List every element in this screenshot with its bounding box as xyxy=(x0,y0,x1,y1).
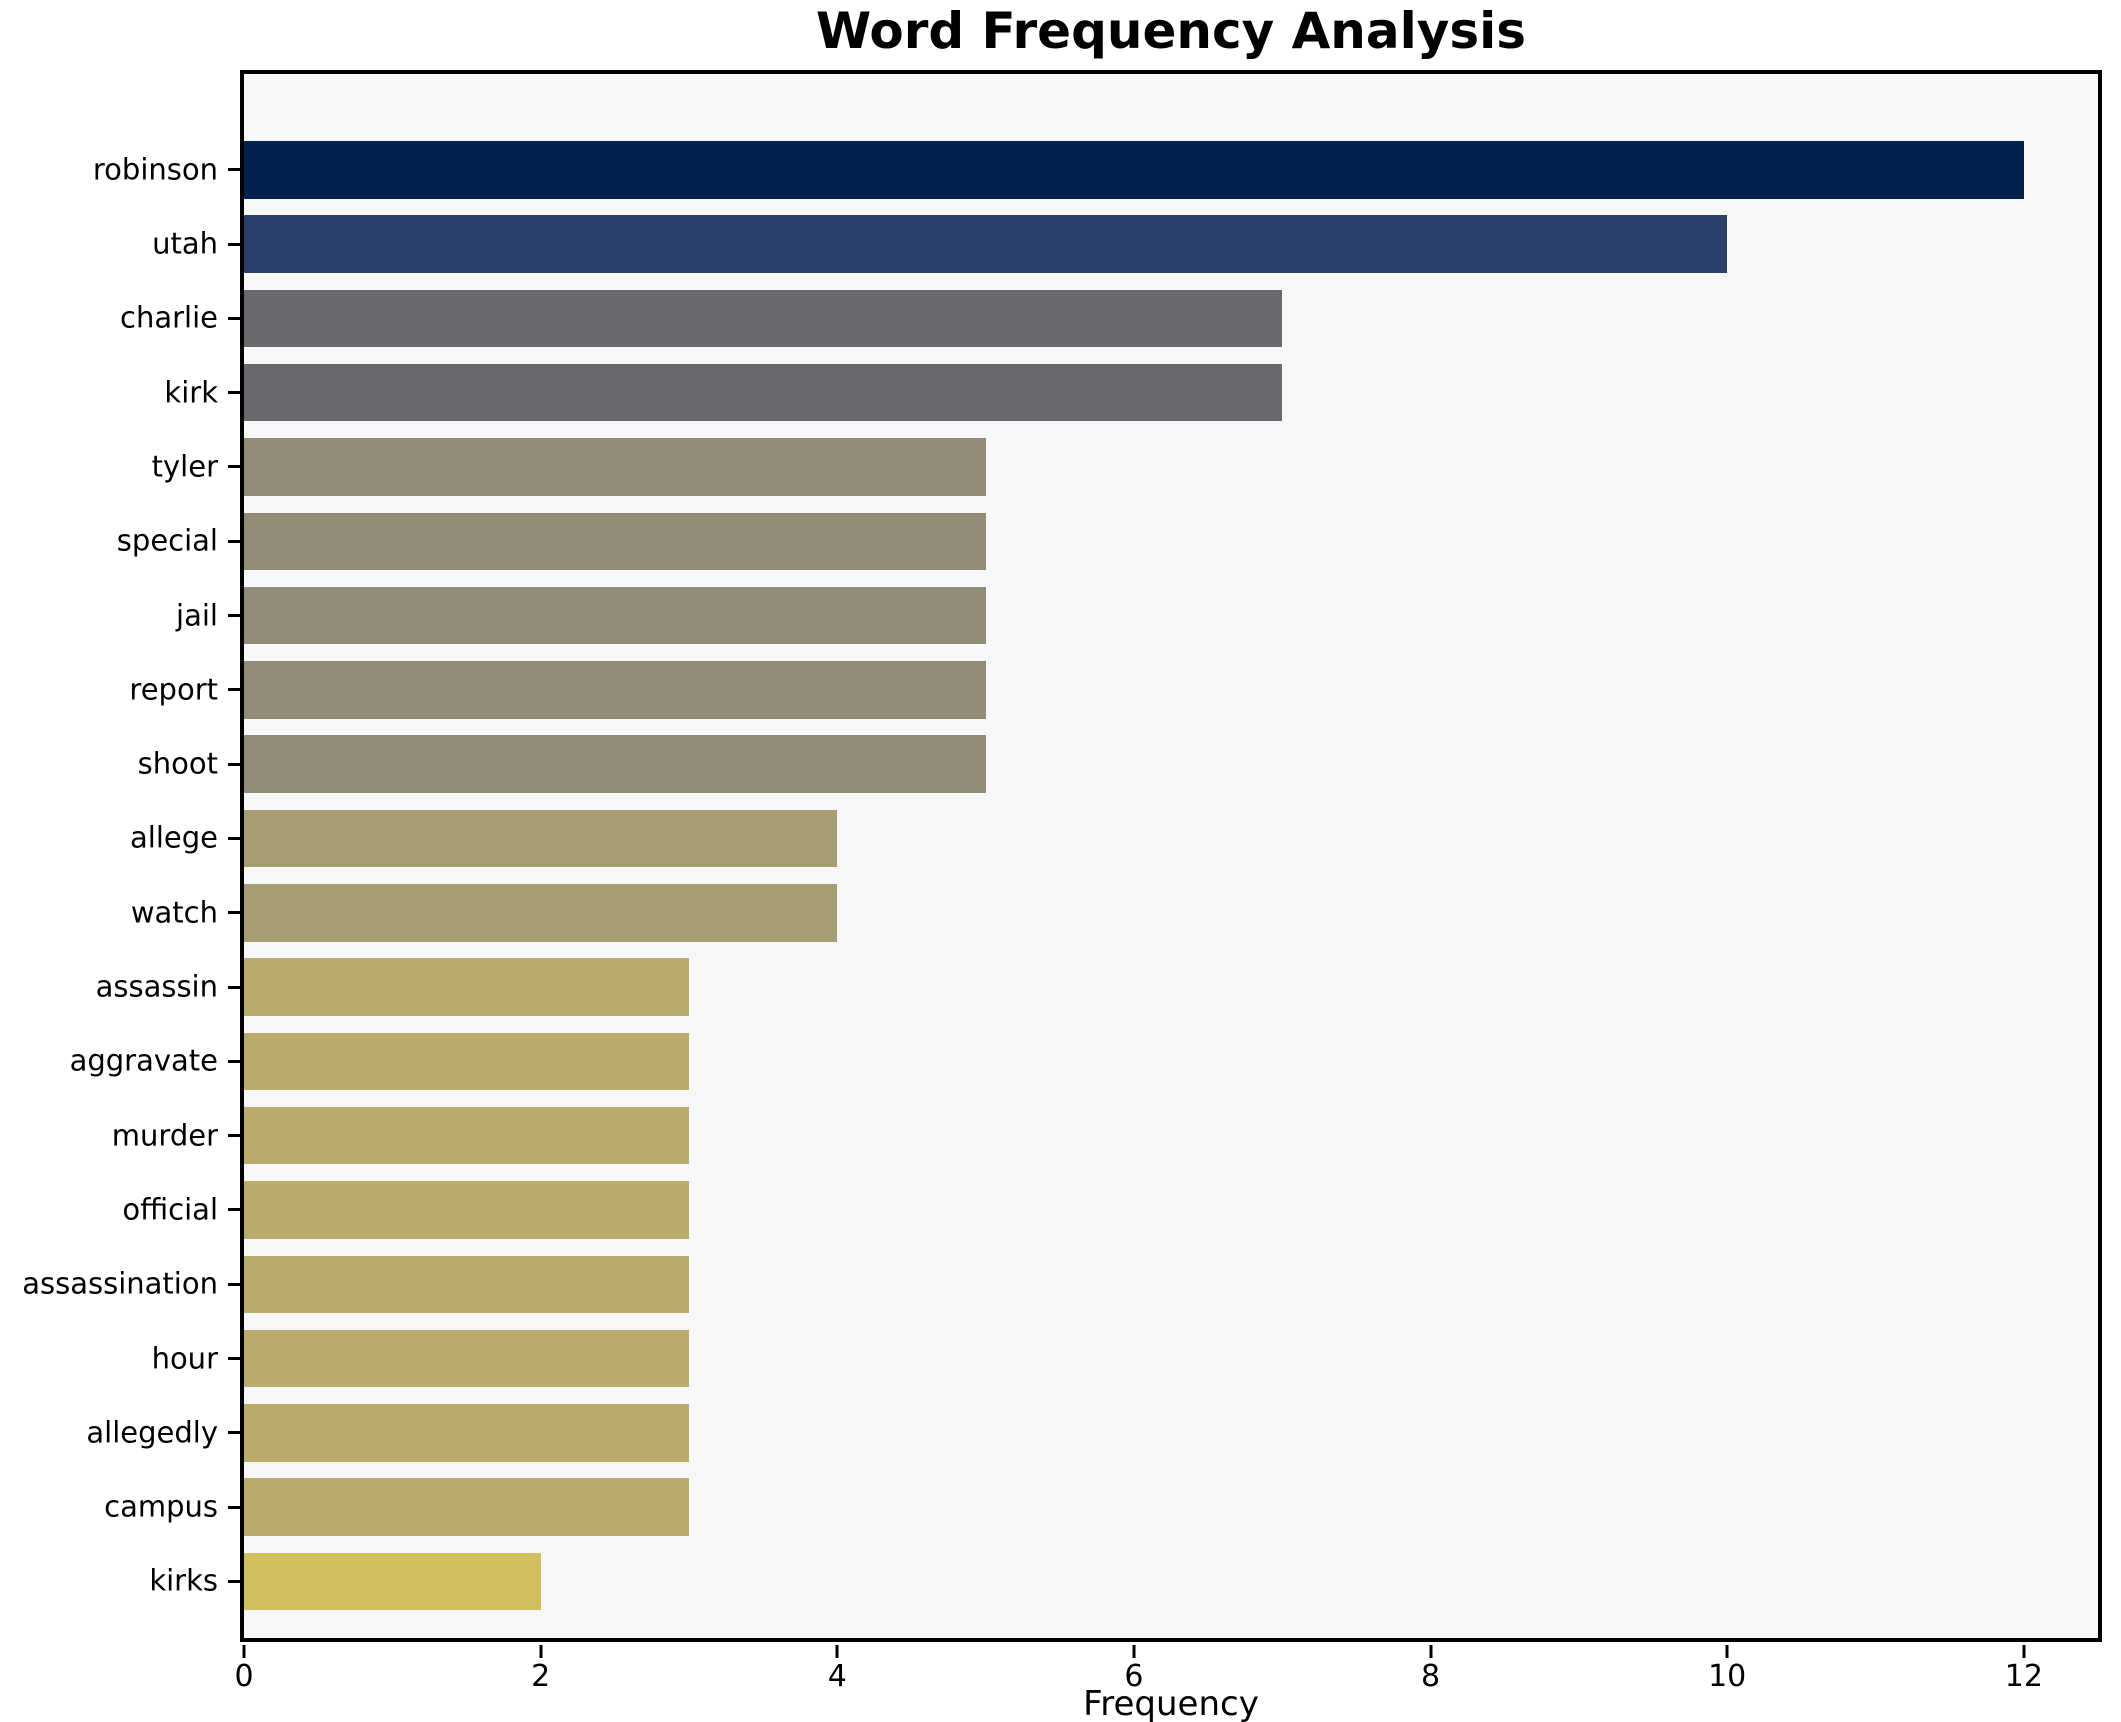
chart-title: Word Frequency Analysis xyxy=(815,2,1527,60)
y-tick-label-allege: allege xyxy=(130,820,218,855)
bar-charlie xyxy=(244,289,1283,348)
y-tick-label-murder: murder xyxy=(111,1118,218,1153)
bar-kirks xyxy=(244,1552,541,1611)
y-tick-label-watch: watch xyxy=(130,895,218,930)
y-tick-label-special: special xyxy=(116,523,218,558)
bar-aggravate xyxy=(244,1032,689,1091)
y-tick-mark xyxy=(228,1505,240,1509)
y-tick-label-hour: hour xyxy=(151,1341,218,1376)
x-tick-label-8: 8 xyxy=(1421,1659,1441,1694)
x-tick-label-0: 0 xyxy=(234,1659,254,1694)
x-tick-mark xyxy=(2022,1645,2026,1658)
bar-tyler xyxy=(244,438,986,496)
bar-hour xyxy=(244,1329,689,1388)
bar-special xyxy=(244,512,986,570)
y-tick-label-robinson: robinson xyxy=(92,152,218,187)
y-tick-label-kirk: kirk xyxy=(164,375,218,410)
x-tick-label-4: 4 xyxy=(827,1659,847,1694)
bar-kirk xyxy=(244,363,1283,422)
y-tick-mark xyxy=(228,391,240,395)
x-tick-mark xyxy=(1725,1645,1729,1658)
x-tick-label-12: 12 xyxy=(2004,1659,2043,1694)
plot-area: robinson utah charlie kirk tyler special jail r… xyxy=(22,70,2102,1692)
y-tick-label-assassination: assassination xyxy=(22,1266,218,1301)
y-tick-label-assassin: assassin xyxy=(95,969,218,1004)
x-axis-label: Frequency xyxy=(1083,1684,1259,1722)
y-tick-label-report: report xyxy=(129,672,218,707)
y-tick-mark xyxy=(228,1208,240,1212)
bar-assassination xyxy=(244,1255,689,1313)
x-tick-label-2: 2 xyxy=(531,1659,551,1694)
y-tick-mark xyxy=(228,911,240,915)
bar-official xyxy=(244,1181,689,1239)
x-tick-mark xyxy=(539,1645,543,1658)
y-tick-mark xyxy=(228,1282,240,1286)
y-tick-mark xyxy=(228,242,240,246)
y-tick-mark xyxy=(228,985,240,989)
y-tick-label-jail: jail xyxy=(176,598,218,633)
y-tick-label-shoot: shoot xyxy=(137,746,218,781)
x-tick-label-10: 10 xyxy=(1708,1659,1747,1694)
y-tick-mark xyxy=(228,614,240,618)
x-tick-mark xyxy=(1429,1645,1433,1658)
y-tick-label-utah: utah xyxy=(152,226,218,261)
x-tick-mark xyxy=(242,1645,246,1658)
bar-assassin xyxy=(244,958,689,1016)
bar-murder xyxy=(244,1106,689,1165)
y-tick-mark xyxy=(228,316,240,320)
bar-allege xyxy=(244,809,838,868)
y-tick-mark xyxy=(228,1357,240,1361)
y-tick-label-official: official xyxy=(122,1192,218,1227)
x-tick-label-6: 6 xyxy=(1124,1659,1144,1694)
y-tick-label-tyler: tyler xyxy=(151,449,218,484)
bar-jail xyxy=(244,586,986,645)
bar-report xyxy=(244,661,986,719)
y-tick-mark xyxy=(228,1431,240,1435)
bar-campus xyxy=(244,1478,689,1536)
y-tick-label-aggravate: aggravate xyxy=(69,1043,218,1078)
bar-shoot xyxy=(244,735,986,793)
y-tick-mark xyxy=(228,465,240,469)
y-tick-label-charlie: charlie xyxy=(120,300,218,335)
y-tick-mark xyxy=(228,1059,240,1063)
y-tick-label-campus: campus xyxy=(104,1489,218,1524)
y-tick-label-kirks: kirks xyxy=(149,1563,218,1598)
y-tick-mark xyxy=(228,168,240,172)
y-tick-mark xyxy=(228,762,240,766)
x-tick-mark xyxy=(835,1645,839,1658)
y-tick-mark xyxy=(228,1579,240,1583)
y-tick-mark xyxy=(228,688,240,692)
bar-robinson xyxy=(244,141,2024,199)
y-tick-mark xyxy=(228,539,240,543)
bar-allegedly xyxy=(244,1404,689,1462)
x-tick-mark xyxy=(1132,1645,1136,1658)
bar-watch xyxy=(244,884,838,942)
bar-utah xyxy=(244,215,1728,273)
y-tick-mark xyxy=(228,1134,240,1138)
y-tick-mark xyxy=(228,836,240,840)
y-tick-label-allegedly: allegedly xyxy=(86,1415,218,1450)
